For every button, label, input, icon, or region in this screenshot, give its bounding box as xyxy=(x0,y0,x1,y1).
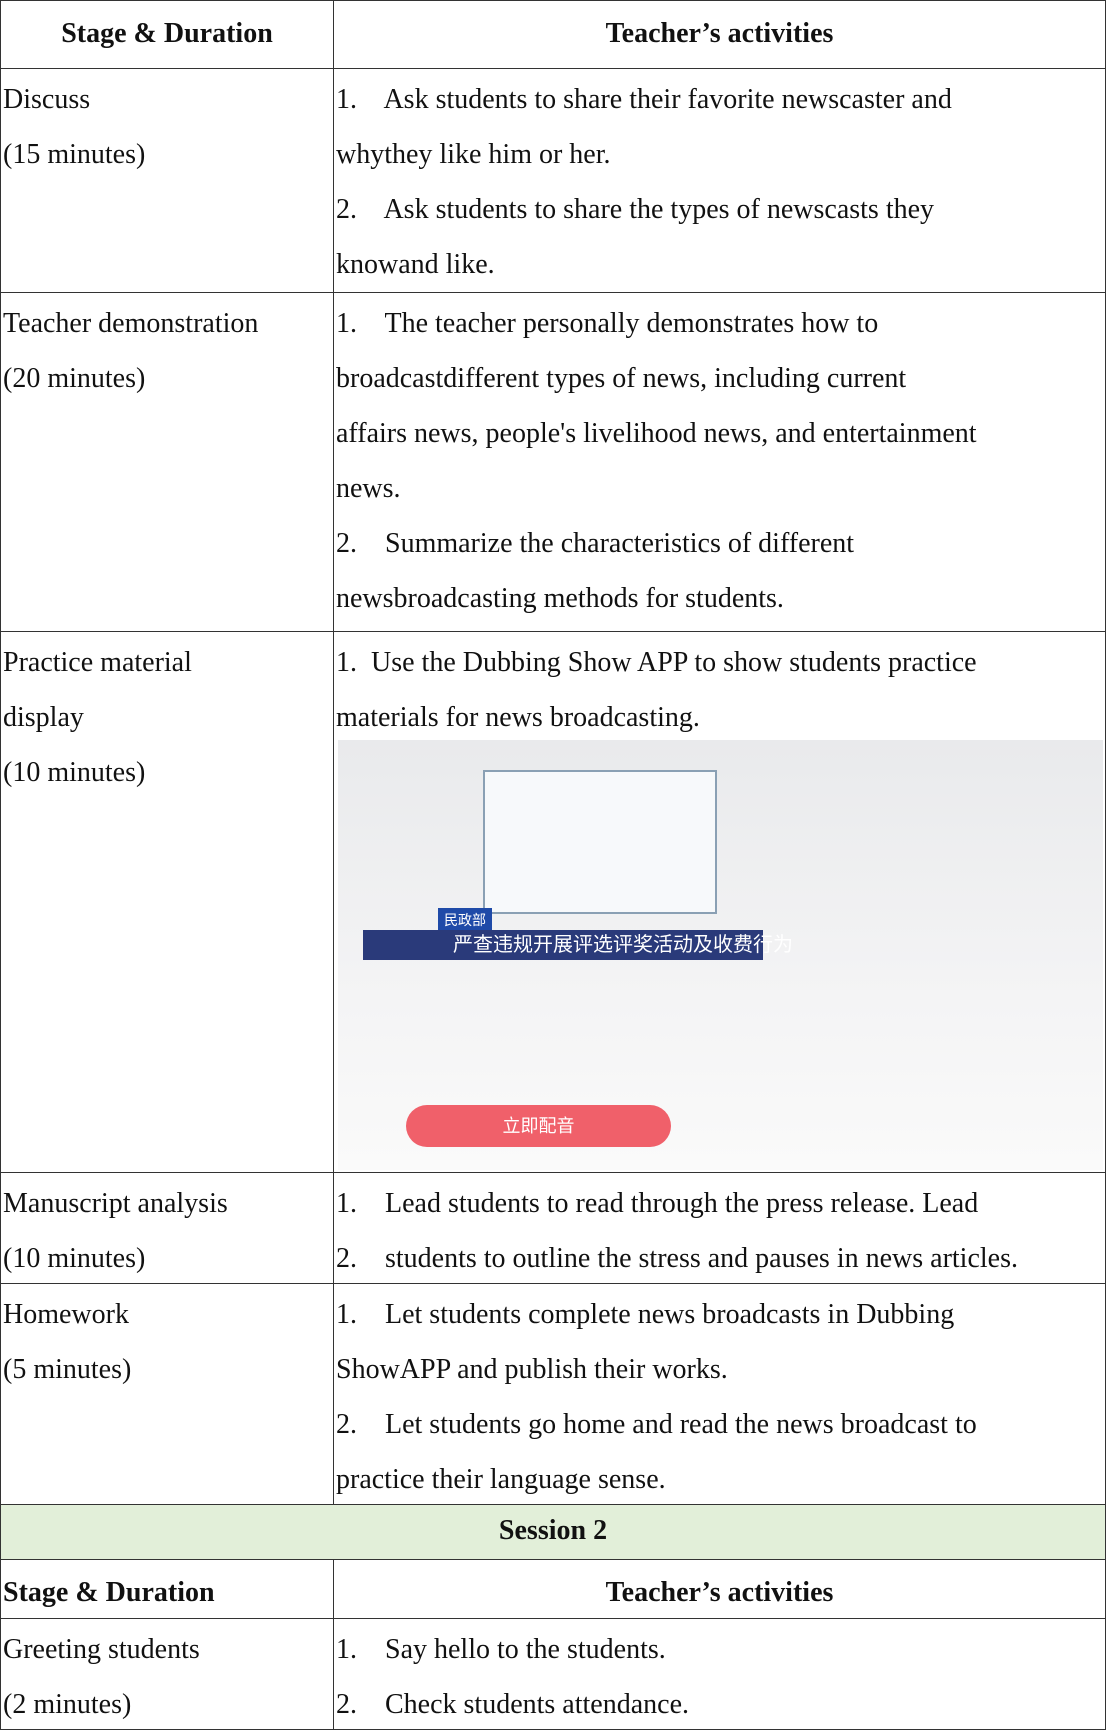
activity-text: news. xyxy=(336,473,401,504)
activity-text: practice their language sense. xyxy=(336,1464,666,1495)
stage-cell: Discuss (15 minutes) xyxy=(0,69,333,292)
activity-text: newsbroadcasting methods for students. xyxy=(336,583,784,614)
table-row: Stage & Duration Teacher’s activities xyxy=(0,1559,1106,1618)
stage-cell: Homework (5 minutes) xyxy=(0,1284,333,1504)
header-cell: Stage & Duration xyxy=(0,1560,333,1618)
activity-text: broadcastdifferent types of news, includ… xyxy=(336,363,907,394)
activities-cell: 1. The teacher personally demonstrates h… xyxy=(333,293,1106,631)
activity-text: affairs news, people's livelihood news, … xyxy=(336,418,977,449)
activities-cell: 1. Use the Dubbing Show APP to show stud… xyxy=(333,632,1106,1172)
stage-text: Discuss xyxy=(3,84,91,115)
stage-text: (2 minutes) xyxy=(3,1689,132,1720)
stage-text: Homework xyxy=(3,1299,129,1330)
activity-text: 2. Summarize the characteristics of diff… xyxy=(336,528,855,559)
stage-text: (20 minutes) xyxy=(3,363,146,394)
header-cell: Teacher’s activities xyxy=(333,1,1106,68)
activities-cell: 1. Ask students to share their favorite … xyxy=(333,69,1106,292)
activity-text: 1. Use the Dubbing Show APP to show stud… xyxy=(336,647,977,678)
stage-cell: Practice material display (10 minutes) xyxy=(0,632,333,1172)
stage-text: (15 minutes) xyxy=(3,139,146,170)
news-tag: 民政部 xyxy=(438,908,492,932)
activity-text: 2. Check students attendance. xyxy=(336,1689,690,1720)
activity-text: ShowAPP and publish their works. xyxy=(336,1354,728,1385)
stage-cell: Greeting students (2 minutes) xyxy=(0,1619,333,1729)
stage-text: Manuscript analysis xyxy=(3,1188,228,1219)
stage-text: (5 minutes) xyxy=(3,1354,132,1385)
activity-text: 1. Let students complete news broadcasts… xyxy=(336,1299,955,1330)
news-panel xyxy=(483,770,717,914)
table-row: Stage & Duration Teacher’s activities xyxy=(0,0,1106,68)
stage-text: display xyxy=(3,702,84,733)
stage-text: (10 minutes) xyxy=(3,1243,146,1274)
table-row: Session 2 xyxy=(0,1504,1106,1559)
table-row: Practice material display (10 minutes) 1. U… xyxy=(0,631,1106,1172)
table-row: Teacher demonstration (20 minutes) 1. The … xyxy=(0,292,1106,631)
table-row: Manuscript analysis (10 minutes) 1. Lead s… xyxy=(0,1172,1106,1283)
activity-text: 2. Let students go home and read the new… xyxy=(336,1409,977,1440)
stage-text: Greeting students xyxy=(3,1634,200,1665)
stage-cell: Manuscript analysis (10 minutes) xyxy=(0,1173,333,1283)
header-cell: Teacher’s activities xyxy=(333,1560,1106,1618)
activity-text: knowand like. xyxy=(336,249,495,280)
stage-text: Teacher demonstration xyxy=(3,308,259,339)
activity-text: 1. Say hello to the students. xyxy=(336,1634,666,1665)
activity-text: 2. students to outline the stress and pa… xyxy=(336,1243,1018,1274)
activities-cell: 1. Lead students to read through the pre… xyxy=(333,1173,1106,1283)
activity-text: 1. Lead students to read through the pre… xyxy=(336,1188,979,1219)
activity-text: materials for news broadcasting. xyxy=(336,702,700,733)
activity-text: 2. Ask students to share the types of ne… xyxy=(336,194,935,225)
activity-text: 1. Ask students to share their favorite … xyxy=(336,84,952,115)
activity-text: 1. The teacher personally demonstrates h… xyxy=(336,308,879,339)
session-title: Session 2 xyxy=(0,1505,1106,1559)
app-screenshot: 民政部 严查违规开展评选评奖活动及收费行为立即配音 xyxy=(338,740,1103,1170)
dub-button: 立即配音 xyxy=(406,1105,671,1147)
table-row: Discuss (15 minutes) 1. Ask students to sh… xyxy=(0,68,1106,292)
activities-cell: 1. Let students complete news broadcasts… xyxy=(333,1284,1106,1504)
stage-text: (10 minutes) xyxy=(3,757,146,788)
stage-cell: Teacher demonstration (20 minutes) xyxy=(0,293,333,631)
table-row: Greeting students (2 minutes) 1. Say hello… xyxy=(0,1618,1106,1730)
stage-text: Practice material xyxy=(3,647,192,678)
table-row: Homework (5 minutes) 1. Let students compl… xyxy=(0,1283,1106,1504)
news-headline: 严查违规开展评选评奖活动及收费行为 xyxy=(363,930,793,960)
activity-text: whythey like him or her. xyxy=(336,139,611,170)
header-cell: Stage & Duration xyxy=(0,1,333,68)
activities-cell: 1. Say hello to the students. 2. Check st… xyxy=(333,1619,1106,1729)
